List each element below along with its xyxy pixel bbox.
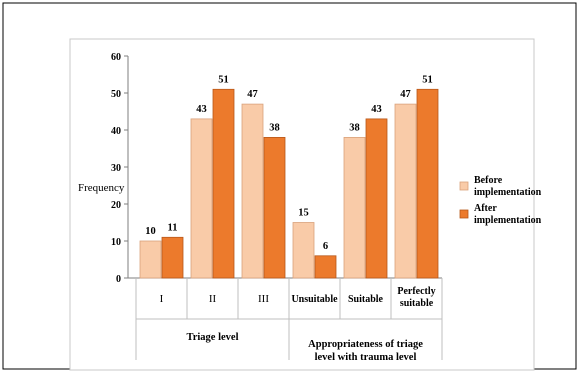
category-label-line: Suitable (348, 294, 384, 305)
y-tick-label: 0 (116, 274, 121, 285)
bar-before (292, 222, 315, 279)
bar-after (212, 88, 235, 279)
bar-before (394, 103, 417, 279)
legend-swatch-after (459, 209, 469, 219)
legend-swatch-before (459, 181, 469, 191)
legend-label-line: implementation (474, 215, 542, 226)
category-label: Perfectly suitable (397, 286, 435, 309)
legend-label: After implementation (474, 203, 542, 226)
y-tick-label: 10 (111, 237, 121, 248)
bar-after (263, 136, 286, 279)
category-label-line: I (160, 293, 164, 305)
y-tick-label: 20 (111, 200, 121, 211)
data-label: 11 (168, 222, 178, 233)
legend-label: Before implementation (474, 175, 542, 198)
group-label: Triage level (187, 332, 239, 343)
bar-before (139, 240, 162, 279)
category-label-line: suitable (400, 298, 434, 309)
legend-label-line: Before (474, 175, 503, 186)
category-label: III (258, 293, 269, 305)
bar-after (314, 255, 337, 279)
data-label: 38 (349, 122, 360, 133)
group-label: Appropriateness of triage level with trau… (308, 339, 423, 363)
data-label: 43 (196, 104, 207, 115)
category-label-line: II (209, 293, 217, 305)
bar-before (343, 136, 366, 279)
group-label-line: level with trauma level (315, 352, 417, 363)
legend-label-line: implementation (474, 187, 542, 198)
bar-after (416, 88, 439, 279)
y-tick-label: 50 (111, 89, 121, 100)
group-label-line: Appropriateness of triage (308, 339, 423, 350)
category-label: I (160, 293, 164, 305)
bar-after (365, 118, 388, 279)
bar-before (241, 103, 264, 279)
data-label: 47 (247, 89, 258, 100)
y-axis-label: Frequency (78, 182, 125, 194)
bar-before (190, 118, 213, 279)
data-label: 6 (323, 241, 328, 252)
data-label: 47 (400, 89, 411, 100)
category-label-line: Perfectly (397, 286, 435, 297)
data-label: 38 (269, 122, 280, 133)
data-label: 10 (145, 226, 156, 237)
chart-frame (69, 38, 535, 371)
data-label: 43 (371, 104, 382, 115)
data-label: 51 (422, 74, 433, 85)
y-tick-label: 60 (111, 52, 121, 63)
data-label: 15 (298, 208, 309, 219)
bar-after (161, 236, 184, 279)
category-label: Suitable (348, 294, 384, 305)
group-label-line: Triage level (187, 332, 239, 343)
category-label: Unsuitable (291, 294, 338, 305)
category-label-line: III (258, 293, 269, 305)
y-tick-label: 30 (111, 163, 121, 174)
y-tick-label: 40 (111, 126, 121, 137)
data-label: 51 (218, 74, 229, 85)
category-label-line: Unsuitable (291, 294, 338, 305)
legend-label-line: After (474, 203, 497, 214)
category-label: II (209, 293, 217, 305)
